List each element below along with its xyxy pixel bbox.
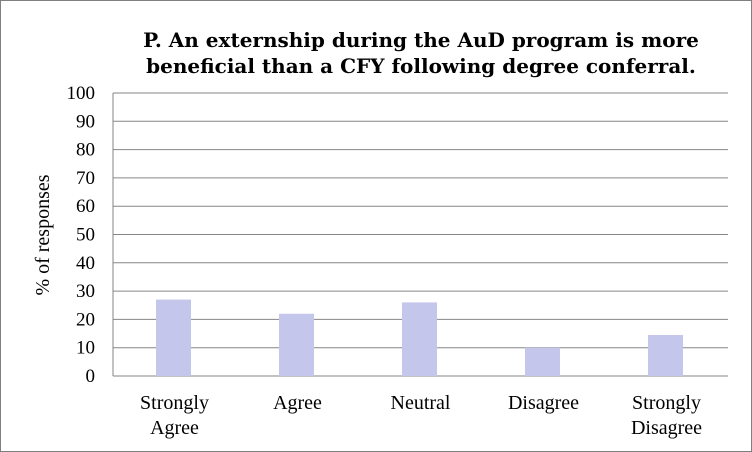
chart-title-line: P. An externship during the AuD program …: [143, 28, 699, 52]
gridlines: [112, 92, 728, 377]
y-axis-ticks: 0 10 20 30 40 50 60 70 80 90 100: [67, 83, 96, 387]
chart-title-line: beneficial than a CFY following degree c…: [146, 54, 696, 78]
y-tick-label: 100: [67, 83, 96, 104]
x-category-label: Strongly Agree: [140, 392, 209, 439]
chart-title: P. An externship during the AuD program …: [143, 28, 699, 78]
y-tick-label: 70: [76, 168, 95, 189]
y-tick-label: 10: [76, 338, 95, 359]
y-tick-label: 50: [76, 225, 95, 246]
y-axis-label: % of responses: [32, 174, 54, 295]
bar: [402, 302, 437, 376]
y-tick-label: 90: [76, 111, 95, 132]
y-tick-label: 20: [76, 309, 95, 330]
y-tick-label: 40: [76, 253, 95, 274]
bar: [279, 313, 314, 376]
x-category-label: Strongly Disagree: [631, 392, 702, 439]
bars: [156, 299, 683, 376]
x-axis-categories: Strongly Agree Agree Neutral Disagree Strongl…: [140, 392, 702, 439]
bar: [525, 347, 560, 376]
bar: [648, 334, 683, 376]
y-tick-label: 30: [76, 281, 95, 302]
x-category-label: Disagree: [508, 392, 579, 414]
x-category-label: Agree: [273, 392, 322, 414]
bar: [156, 299, 191, 376]
y-tick-label: 60: [76, 196, 95, 217]
y-tick-label: 0: [86, 366, 96, 387]
y-tick-label: 80: [76, 140, 95, 161]
x-category-label: Neutral: [391, 392, 451, 414]
